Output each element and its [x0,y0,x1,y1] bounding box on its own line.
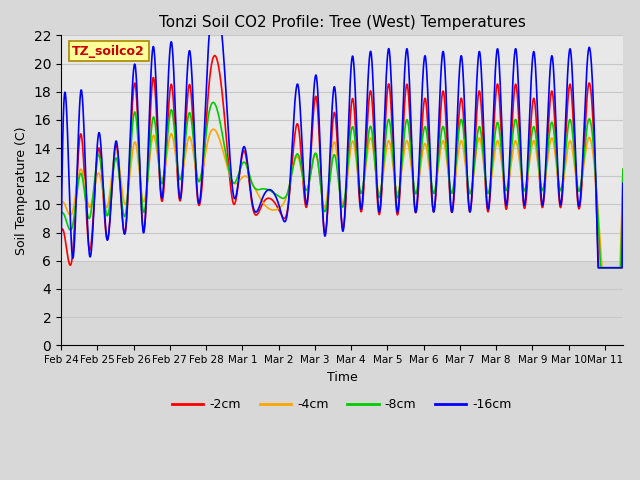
Title: Tonzi Soil CO2 Profile: Tree (West) Temperatures: Tonzi Soil CO2 Profile: Tree (West) Temp… [159,15,525,30]
Text: TZ_soilco2: TZ_soilco2 [72,45,145,58]
Y-axis label: Soil Temperature (C): Soil Temperature (C) [15,126,28,254]
Legend: -2cm, -4cm, -8cm, -16cm: -2cm, -4cm, -8cm, -16cm [167,394,517,417]
Bar [61,36,623,261]
X-axis label: Time: Time [326,371,357,384]
